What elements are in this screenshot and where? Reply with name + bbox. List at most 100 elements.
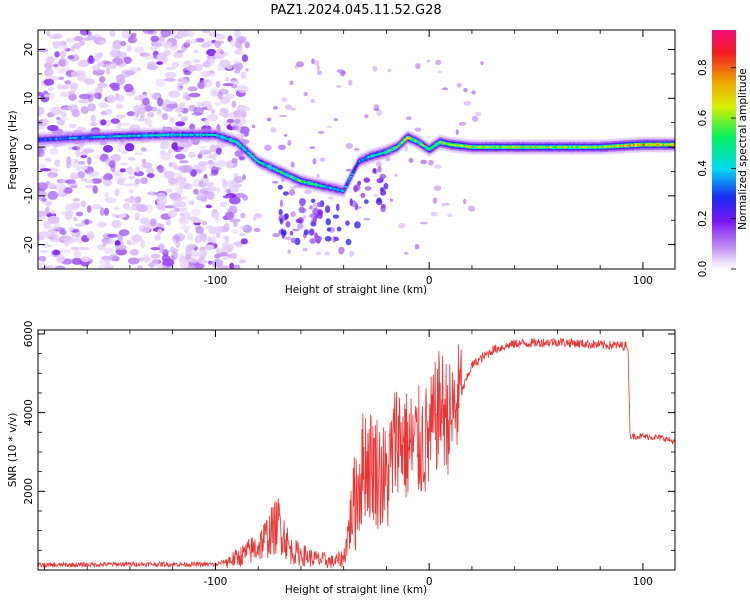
spectrogram-noise-blob [229, 196, 241, 205]
spectrogram-noise-blob [202, 235, 212, 244]
spectrogram-noise-blob [38, 146, 44, 155]
spectrogram-noise-blob [130, 32, 137, 38]
spectrogram-noise-blob [205, 204, 212, 209]
spectrogram-noise-blob [163, 50, 170, 57]
spectrogram-noise-blob [98, 40, 107, 45]
spectrogram-noise-blob [316, 70, 323, 75]
spectrogram-noise-blob [191, 218, 203, 223]
spectrogram-noise-blob [114, 188, 120, 197]
spectrogram-noise-blob [200, 79, 210, 83]
spectrogram-noise-blob [92, 34, 102, 39]
spectrogram-noise-blob [333, 118, 338, 122]
spectrogram-noise-blob [238, 259, 246, 264]
spectrogram-noise-blob [232, 64, 241, 69]
spectrogram-noise-blob [150, 253, 161, 259]
spectrogram-noise-blob [41, 244, 53, 248]
spectrogram-noise-blob [253, 227, 261, 233]
spectrogram-noise-blob [129, 249, 139, 256]
spectrogram-noise-blob [302, 247, 308, 252]
spectrogram-noise-blob [111, 85, 120, 92]
spectrogram-noise-blob [103, 247, 114, 254]
spectrogram-noise-blob [77, 61, 89, 67]
spectrogram-noise-blob [175, 121, 186, 127]
spectrogram-y-label: Frequency (Hz) [7, 110, 19, 189]
spectrogram-noise-blob [279, 217, 283, 225]
spectrogram-noise-blob [240, 238, 248, 245]
spectrogram-noise-blob [419, 221, 428, 225]
spectrogram-noise-blob [455, 129, 459, 135]
spectrogram-noise-blob [116, 144, 123, 153]
spectrogram-noise-blob [133, 170, 145, 177]
spectrogram-noise-blob [72, 198, 81, 202]
spectrogram-noise-blob [336, 203, 340, 212]
spectrogram-noise-blob [334, 236, 339, 242]
spectrogram-noise-blob [139, 217, 150, 225]
spectrogram-noise-blob [144, 117, 152, 126]
spectrogram-noise-blob [56, 254, 65, 263]
spectrogram-noise-blob [150, 45, 157, 51]
spectrogram-noise-blob [200, 259, 208, 264]
spectrogram-noise-blob [222, 180, 228, 189]
spectrogram-noise-blob [136, 204, 148, 213]
spectrogram-noise-blob [47, 215, 60, 225]
spectrogram-noise-blob [198, 248, 208, 258]
spectrogram-noise-blob [179, 225, 191, 231]
spectrogram-noise-blob [119, 122, 131, 126]
spectrogram-noise-blob [124, 70, 136, 76]
spectrogram-noise-blob [189, 123, 196, 131]
spectrogram-noise-blob [128, 175, 135, 180]
spectrogram-noise-blob [372, 168, 377, 174]
spectrogram-noise-blob [86, 205, 92, 213]
spectrogram-noise-blob [205, 181, 214, 187]
spectrogram-noise-blob [389, 198, 394, 202]
y-tick-label: 20 [23, 43, 35, 56]
spectrogram-noise-blob [146, 173, 155, 178]
spectrogram-noise-blob [222, 256, 233, 260]
spectrogram-noise-blob [209, 144, 217, 153]
spectrogram-noise-blob [60, 117, 69, 121]
spectrogram-noise-blob [160, 152, 172, 161]
spectrogram-noise-blob [123, 83, 134, 93]
spectrogram-noise-blob [214, 33, 225, 40]
figure-title: PAZ1.2024.045.11.52.G28 [270, 3, 441, 18]
spectrogram-noise-blob [435, 59, 442, 65]
spectrogram-noise-blob [80, 200, 87, 207]
spectrogram-noise-blob [377, 165, 382, 173]
spectrogram-noise-blob [43, 220, 51, 229]
spectrogram-noise-blob [290, 107, 296, 111]
spectrogram-noise-blob [71, 257, 83, 265]
spectrogram-noise-blob [39, 250, 49, 253]
spectrogram-noise-blob [207, 260, 213, 265]
spectrogram-noise-blob [240, 133, 245, 140]
spectrogram-noise-blob [234, 150, 242, 157]
spectrogram-noise-blob [242, 174, 247, 180]
spectrogram-noise-blob [142, 30, 155, 34]
spectrogram-noise-blob [78, 93, 91, 100]
spectrogram-ridge-cell [345, 183, 349, 186]
spectrogram-noise-blob [441, 202, 445, 207]
spectrogram-noise-blob [234, 30, 241, 38]
spectrogram-noise-blob [195, 226, 204, 235]
spectrogram-noise-blob [110, 118, 120, 124]
spectrogram-noise-blob [157, 228, 163, 235]
spectrogram-noise-blob [173, 51, 184, 59]
spectrogram-noise-blob [194, 49, 199, 54]
spectrogram-noise-blob [380, 189, 387, 196]
spectrogram-x-label: Height of straight line (km) [285, 284, 427, 296]
spectrogram-noise-blob [60, 50, 67, 57]
spectrogram-noise-blob [308, 228, 315, 236]
spectrogram-noise-blob [185, 250, 193, 258]
spectrogram-noise-blob [199, 149, 212, 155]
spectrogram-noise-blob [60, 85, 69, 90]
spectrogram-noise-blob [43, 78, 55, 86]
spectrogram-noise-blob [222, 242, 229, 249]
spectrogram-noise-blob [108, 254, 119, 262]
spectrogram-noise-blob [225, 93, 236, 99]
spectrogram-noise-blob [233, 70, 241, 74]
spectrogram-noise-blob [104, 197, 117, 204]
spectrogram-noise-blob [38, 210, 46, 217]
y-tick-label: 10 [23, 92, 35, 105]
spectrogram-noise-blob [233, 176, 244, 183]
spectrogram-noise-blob [202, 30, 211, 34]
spectrogram-noise-blob [150, 247, 161, 251]
